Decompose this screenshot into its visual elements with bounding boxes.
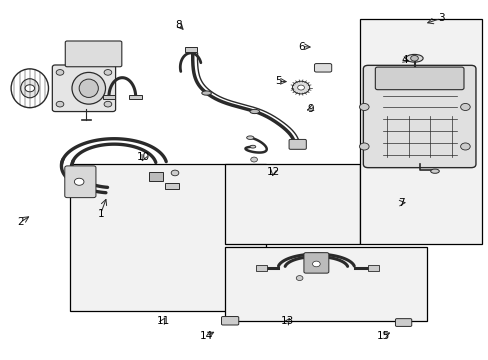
- Text: 14: 14: [199, 331, 212, 341]
- Bar: [165, 183, 179, 189]
- Text: 7: 7: [398, 198, 404, 208]
- Circle shape: [359, 143, 368, 150]
- Circle shape: [171, 170, 179, 176]
- Text: 3: 3: [437, 13, 444, 23]
- Ellipse shape: [20, 79, 39, 98]
- Circle shape: [25, 85, 35, 92]
- FancyBboxPatch shape: [314, 64, 331, 72]
- FancyBboxPatch shape: [221, 316, 238, 325]
- Bar: [256, 265, 266, 271]
- Circle shape: [296, 276, 303, 280]
- Bar: [69, 164, 265, 311]
- Ellipse shape: [202, 91, 211, 95]
- Circle shape: [250, 157, 257, 162]
- Circle shape: [460, 143, 469, 150]
- Bar: [225, 164, 359, 243]
- Text: 10: 10: [137, 152, 150, 162]
- Circle shape: [460, 103, 469, 111]
- Circle shape: [312, 261, 320, 267]
- Text: 8: 8: [175, 20, 182, 30]
- FancyBboxPatch shape: [65, 41, 122, 67]
- FancyBboxPatch shape: [52, 65, 115, 112]
- Text: 1: 1: [97, 208, 104, 219]
- Bar: [102, 95, 115, 99]
- FancyBboxPatch shape: [395, 319, 411, 327]
- Text: 4: 4: [401, 55, 407, 65]
- Text: 2: 2: [17, 217, 23, 227]
- Circle shape: [56, 101, 64, 107]
- Ellipse shape: [11, 69, 48, 108]
- Circle shape: [297, 85, 304, 90]
- Circle shape: [74, 178, 84, 185]
- Bar: [129, 95, 142, 99]
- Ellipse shape: [79, 79, 98, 98]
- Circle shape: [104, 101, 112, 107]
- FancyBboxPatch shape: [288, 139, 305, 149]
- Bar: [359, 19, 481, 243]
- Ellipse shape: [246, 136, 253, 139]
- Text: 9: 9: [306, 104, 313, 114]
- FancyBboxPatch shape: [304, 253, 328, 273]
- Ellipse shape: [72, 72, 105, 104]
- Text: 6: 6: [298, 42, 305, 51]
- Text: 11: 11: [156, 316, 169, 326]
- FancyBboxPatch shape: [375, 67, 463, 90]
- Circle shape: [56, 69, 64, 75]
- Circle shape: [359, 103, 368, 111]
- Text: 13: 13: [281, 316, 294, 326]
- Circle shape: [292, 81, 309, 94]
- Circle shape: [410, 55, 417, 61]
- Bar: [367, 265, 378, 271]
- Circle shape: [104, 69, 112, 75]
- FancyBboxPatch shape: [363, 65, 475, 168]
- FancyBboxPatch shape: [64, 166, 96, 198]
- Ellipse shape: [249, 145, 255, 148]
- Bar: [225, 247, 426, 321]
- Ellipse shape: [430, 169, 438, 173]
- Text: 12: 12: [266, 167, 279, 177]
- Text: 15: 15: [376, 331, 389, 341]
- Ellipse shape: [405, 54, 422, 62]
- Bar: [184, 47, 197, 52]
- Text: 5: 5: [274, 76, 281, 86]
- Ellipse shape: [249, 109, 259, 114]
- Bar: [149, 172, 162, 181]
